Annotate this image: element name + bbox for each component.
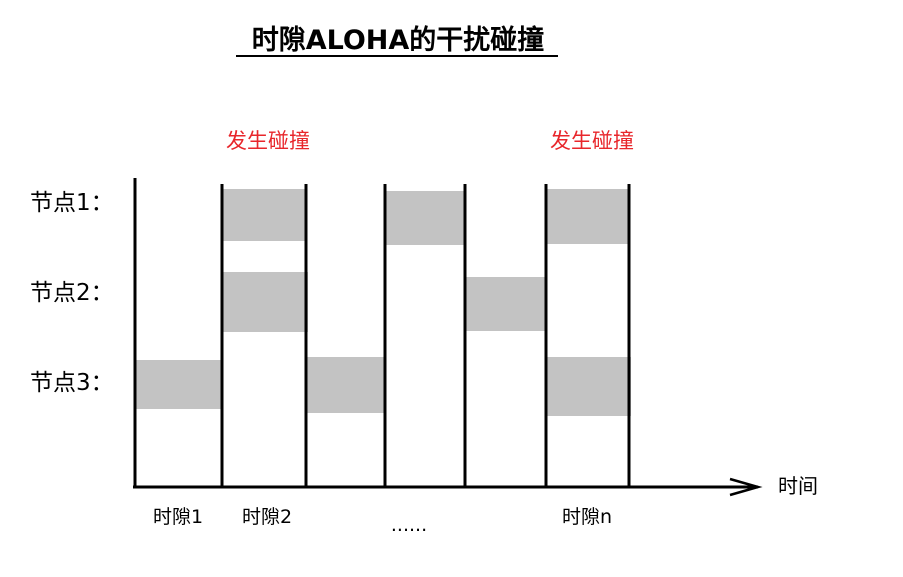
time-axis-label: 时间 [778, 474, 818, 498]
slot-label-1: 时隙1 [153, 506, 203, 528]
node-label-2: 节点2： [30, 280, 114, 306]
collision-label-1: 发生碰撞 [226, 129, 310, 153]
time-axis-arrow-icon [729, 477, 763, 497]
node-label-3: 节点3： [30, 370, 114, 396]
collision-label-2: 发生碰撞 [550, 129, 634, 153]
slot-label-ellipsis: ...... [391, 514, 427, 536]
frame-node3-slot3 [307, 357, 385, 413]
frame-node3-slot1 [135, 360, 223, 409]
frame-node2-slot2 [222, 272, 308, 332]
frame-node2-slot5 [465, 277, 546, 331]
slot-label-2: 时隙2 [242, 506, 292, 528]
frame-node1-slotn [547, 189, 629, 244]
diagram-title: 时隙ALOHA的干扰碰撞 [252, 24, 545, 56]
slot-label-n: 时隙n [562, 506, 612, 528]
frame-node3-slotn [547, 357, 631, 416]
frame-node1-slot2 [222, 189, 306, 241]
node-label-1: 节点1： [30, 190, 114, 216]
frame-node1-slot4 [386, 191, 465, 245]
